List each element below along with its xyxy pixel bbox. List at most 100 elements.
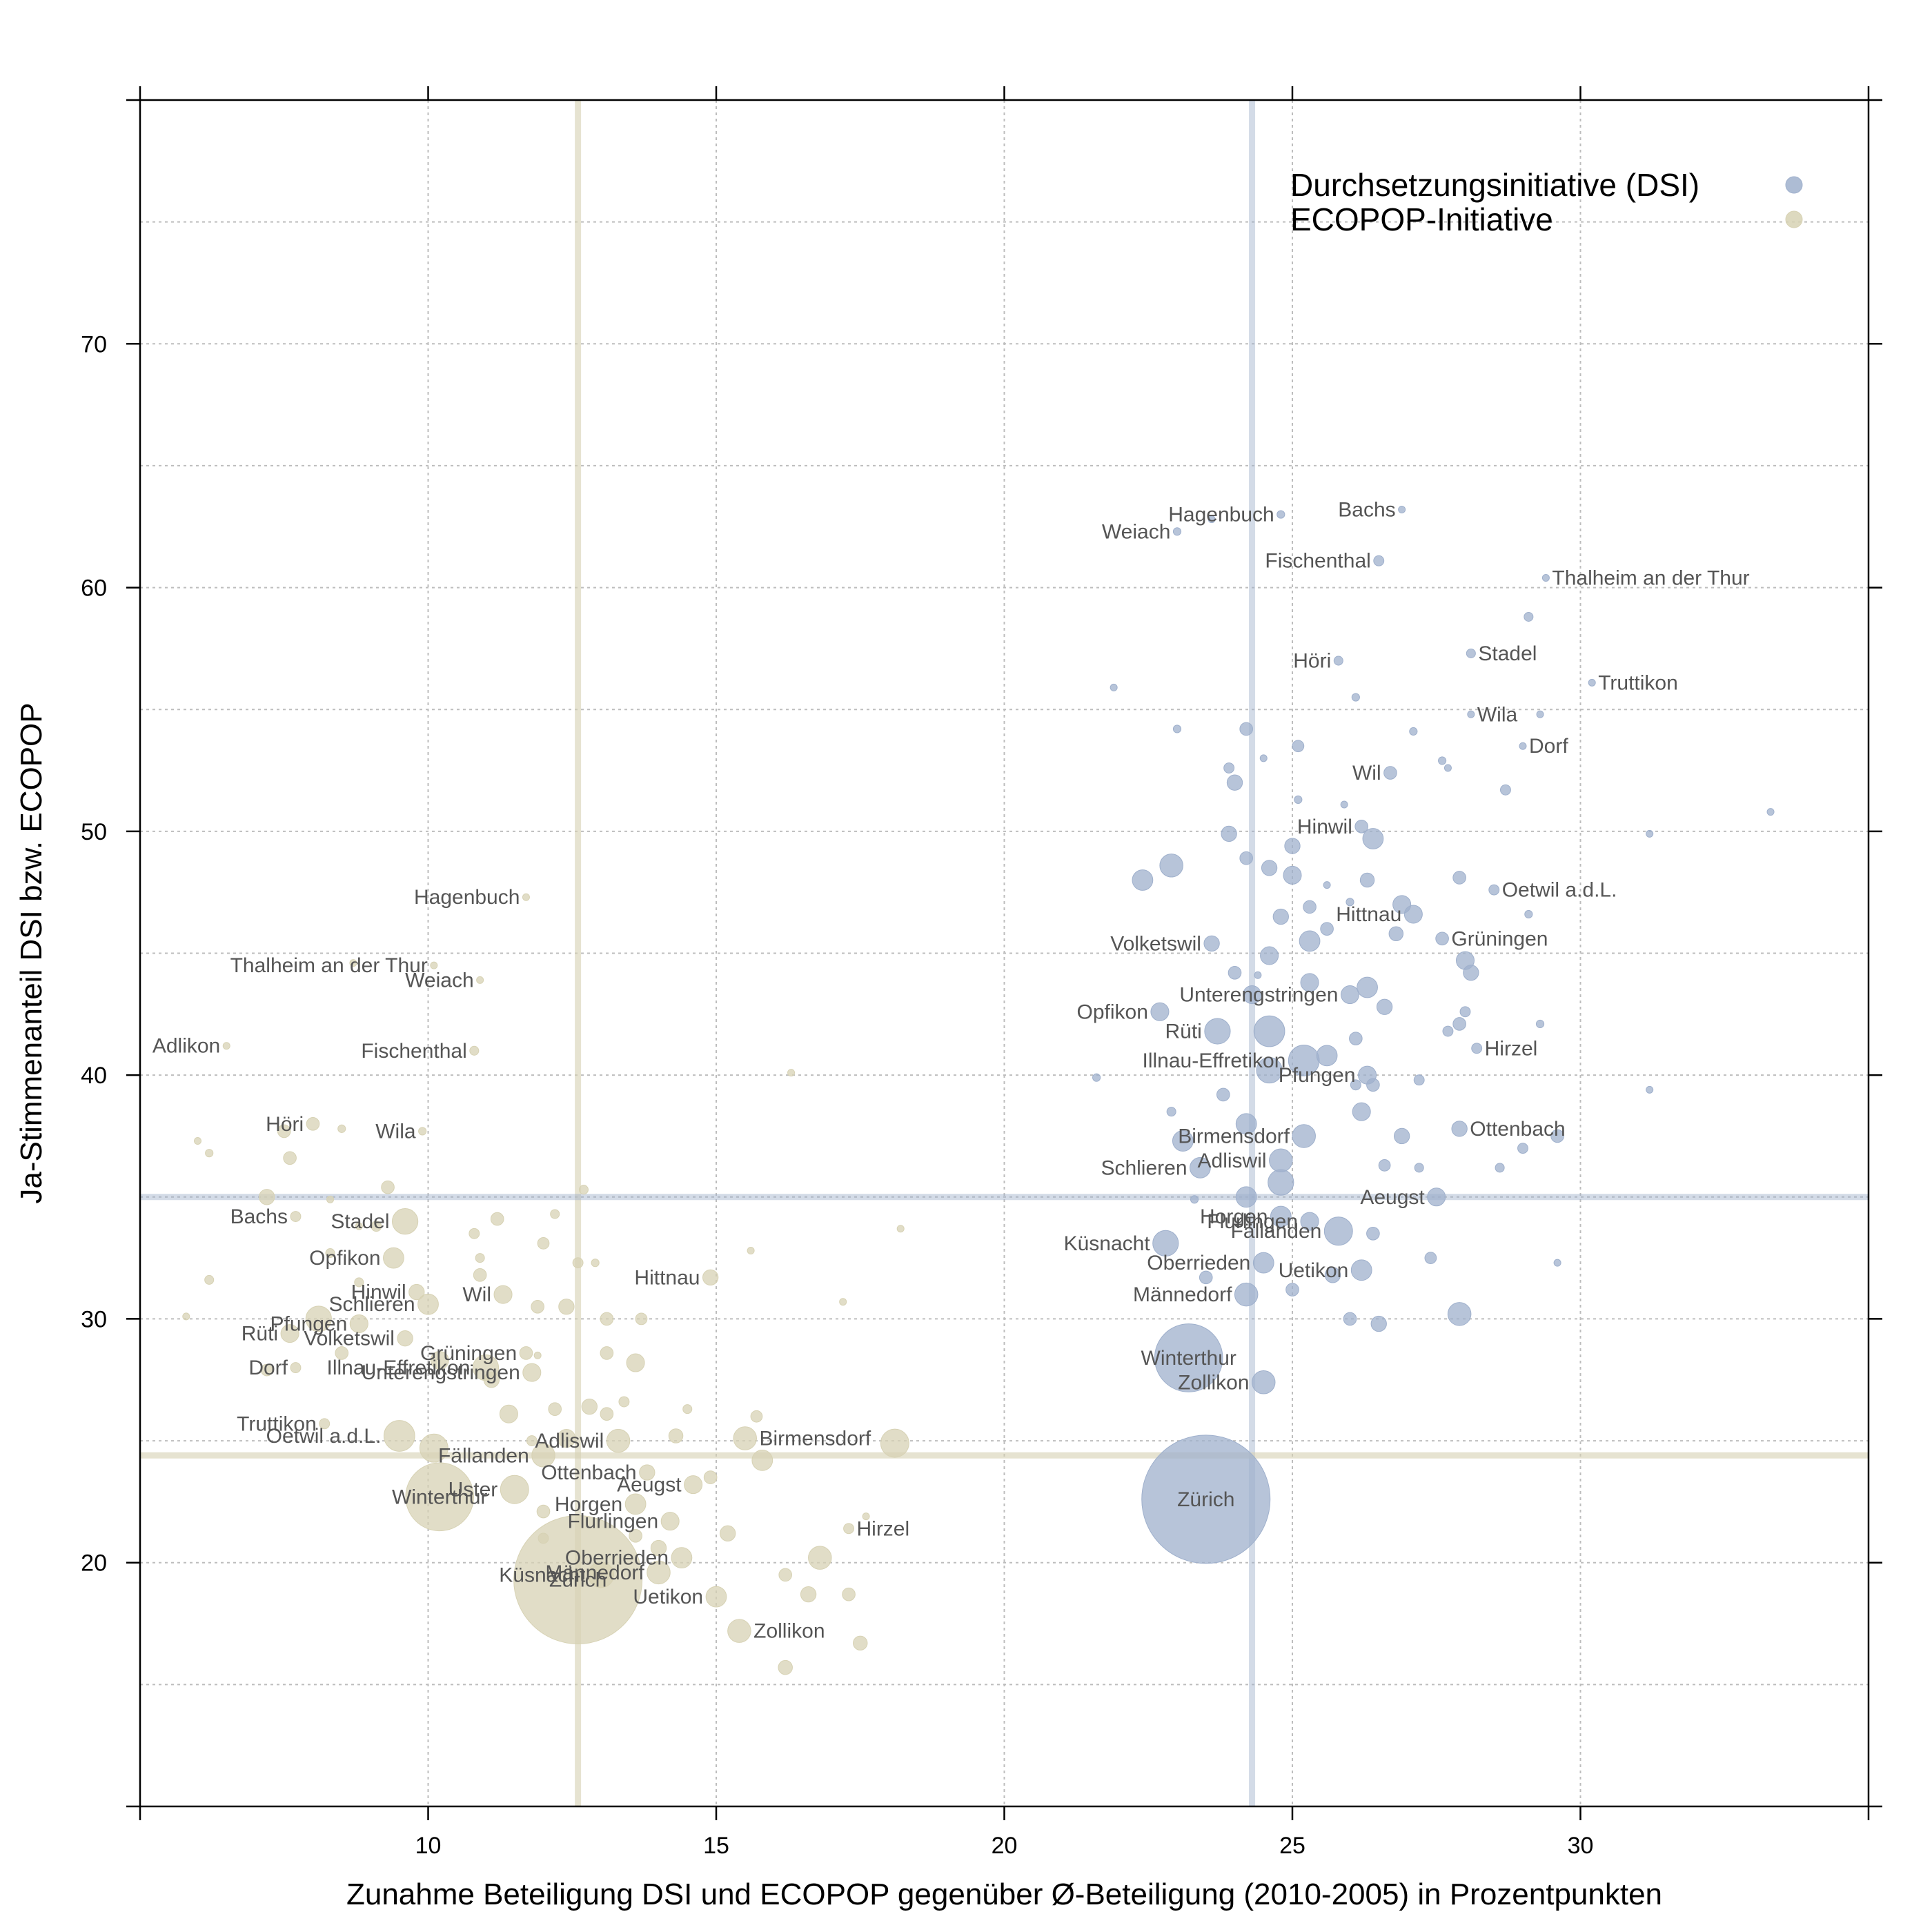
ecopop-bubble [684, 1475, 703, 1495]
dsi-bubble [1366, 1226, 1380, 1241]
dsi-bubble [1452, 1017, 1466, 1031]
dsi-bubble [1234, 1282, 1259, 1307]
ecopop-bubble [283, 1151, 297, 1165]
dsi-bubble [1285, 1283, 1299, 1297]
ecopop-point-label: Adliswil [535, 1430, 604, 1452]
dsi-bubble [1459, 1006, 1471, 1018]
dsi-bubble [1536, 710, 1544, 718]
ecopop-bubble [335, 1346, 349, 1360]
dsi-bubble [1141, 1435, 1271, 1564]
ecopop-bubble [896, 1225, 905, 1233]
ecopop-bubble [417, 1293, 439, 1315]
ecopop-bubble [280, 1324, 299, 1343]
y-tick-label: 70 [81, 331, 107, 357]
dsi-bubble [1392, 895, 1412, 914]
ecopop-bubble [205, 1149, 214, 1158]
ecopop-point-label: Fällanden [438, 1444, 529, 1467]
ecopop-bubble [349, 1314, 368, 1334]
ecopop-bubble [469, 1228, 480, 1239]
ecopop-bubble [720, 1525, 736, 1541]
legend-marker [1785, 176, 1803, 194]
dsi-bubble [1320, 922, 1334, 936]
ecopop-bubble [337, 1124, 346, 1133]
dsi-bubble [1524, 909, 1533, 919]
ecopop-point-label: Bachs [230, 1205, 288, 1228]
dsi-bubble [1300, 973, 1319, 992]
dsi-bubble [1393, 1127, 1410, 1145]
ecopop-bubble [408, 1283, 425, 1301]
dsi-bubble [1346, 898, 1354, 907]
ecopop-bubble [290, 1211, 302, 1222]
ecopop-point-label: Wil [462, 1283, 491, 1306]
dsi-bubble [1292, 740, 1305, 753]
ecopop-bubble [548, 1402, 562, 1416]
dsi-bubble [1438, 756, 1447, 765]
ecopop-bubble [483, 1372, 500, 1388]
dsi-bubble [1235, 1186, 1257, 1208]
dsi-bubble [1261, 860, 1278, 876]
dsi-bubble [1333, 656, 1343, 666]
ecopop-bubble [853, 1635, 868, 1651]
dsi-bubble [1354, 819, 1368, 834]
dsi-point-label: Flurlingen [1207, 1210, 1298, 1233]
dsi-point-label: Zürich [1177, 1488, 1234, 1511]
dsi-bubble [1443, 764, 1452, 772]
dsi-bubble [1294, 795, 1303, 805]
dsi-bubble [1159, 854, 1183, 878]
dsi-bubble [1239, 851, 1253, 865]
ecopop-bubble [306, 1117, 320, 1131]
dsi-bubble [1646, 1085, 1654, 1094]
dsi-bubble [1223, 762, 1235, 773]
dsi-bubble [1272, 908, 1289, 925]
ecopop-bubble [671, 1547, 693, 1569]
dsi-point-label: Höri [1293, 650, 1331, 673]
dsi-point-label: Oetwil a.d.L. [1502, 879, 1617, 902]
dsi-bubble [1172, 724, 1182, 733]
dsi-bubble [1366, 1078, 1380, 1092]
dsi-bubble [1316, 1045, 1338, 1067]
ecopop-point-label: Oetwil a.d.L. [266, 1425, 382, 1448]
ecopop-bubble [419, 1433, 448, 1463]
ecopop-bubble [475, 1253, 485, 1263]
ecopop-bubble [476, 976, 484, 984]
dsi-point-label: Opfikon [1077, 1000, 1148, 1023]
ecopop-bubble [473, 1268, 487, 1282]
ecopop-bubble [550, 1209, 560, 1219]
dsi-bubble [1216, 1087, 1230, 1102]
dsi-point-label: Horgen [1200, 1205, 1268, 1228]
ecopop-bubble [600, 1312, 614, 1326]
dsi-bubble [1190, 1195, 1199, 1204]
ecopop-bubble [702, 1269, 719, 1286]
ecopop-bubble [624, 1493, 647, 1515]
y-tick-label: 40 [81, 1063, 107, 1089]
dsi-bubble [1268, 1169, 1294, 1196]
x-tick-label: 15 [703, 1833, 729, 1859]
legend-label: ECOPOP-Initiative [1290, 201, 1553, 237]
dsi-bubble [1150, 1002, 1170, 1021]
x-tick-label: 30 [1568, 1833, 1594, 1859]
dsi-bubble [1254, 971, 1262, 979]
dsi-point-label: Küsnacht [1064, 1232, 1151, 1255]
dsi-bubble [1376, 998, 1393, 1015]
ecopop-bubble [259, 1189, 275, 1205]
ecopop-bubble [383, 1420, 415, 1452]
dsi-bubble [1252, 1252, 1274, 1274]
ecopop-bubble [531, 1443, 555, 1468]
ecopop-bubble [381, 1180, 395, 1194]
dsi-bubble [1500, 784, 1511, 796]
dsi-bubble [1517, 1143, 1528, 1154]
ecopop-bubble [635, 1312, 648, 1325]
ecopop-bubble [349, 959, 357, 967]
ecopop-point-label: Hagenbuch [414, 886, 520, 909]
ecopop-bubble [747, 1247, 755, 1255]
ecopop-bubble [522, 1363, 542, 1382]
dsi-point-label: Grüningen [1451, 927, 1548, 950]
dsi-bubble [1373, 555, 1385, 566]
dsi-bubble [1239, 722, 1253, 736]
ecopop-bubble [430, 961, 438, 969]
ecopop-bubble [222, 1042, 230, 1050]
dsi-bubble [1488, 884, 1500, 896]
ecopop-bubble [581, 1398, 598, 1415]
ecopop-bubble [618, 1396, 630, 1408]
